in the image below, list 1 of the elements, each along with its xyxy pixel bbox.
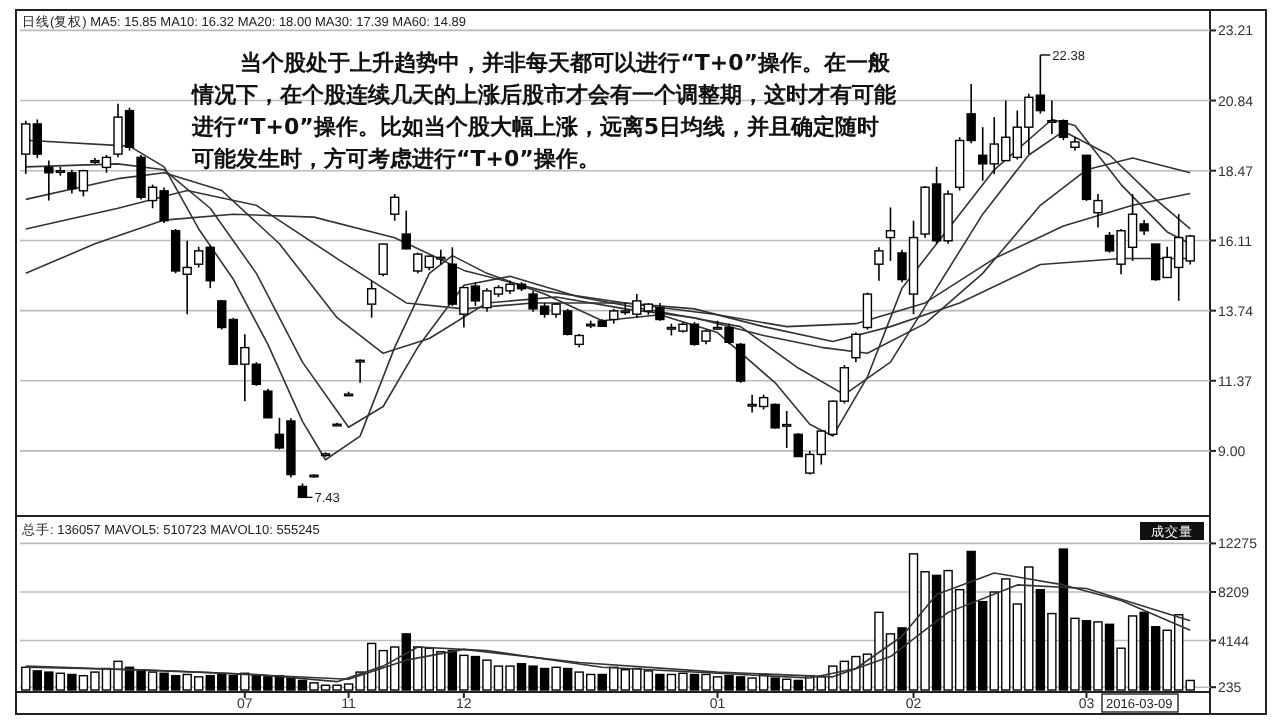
annotation: 当个股处于上升趋势中，并非每天都可以进行“T+0”操作。在一般情况下，在个股连续几天的上涨后股市才会有一个调整期，这时才有可能进行“T+0”操作。比如当个股大幅上涨，远离5日均线，并且确定随时可能发生时，方可考虑进行“T+0”操作。 bbox=[192, 48, 896, 176]
